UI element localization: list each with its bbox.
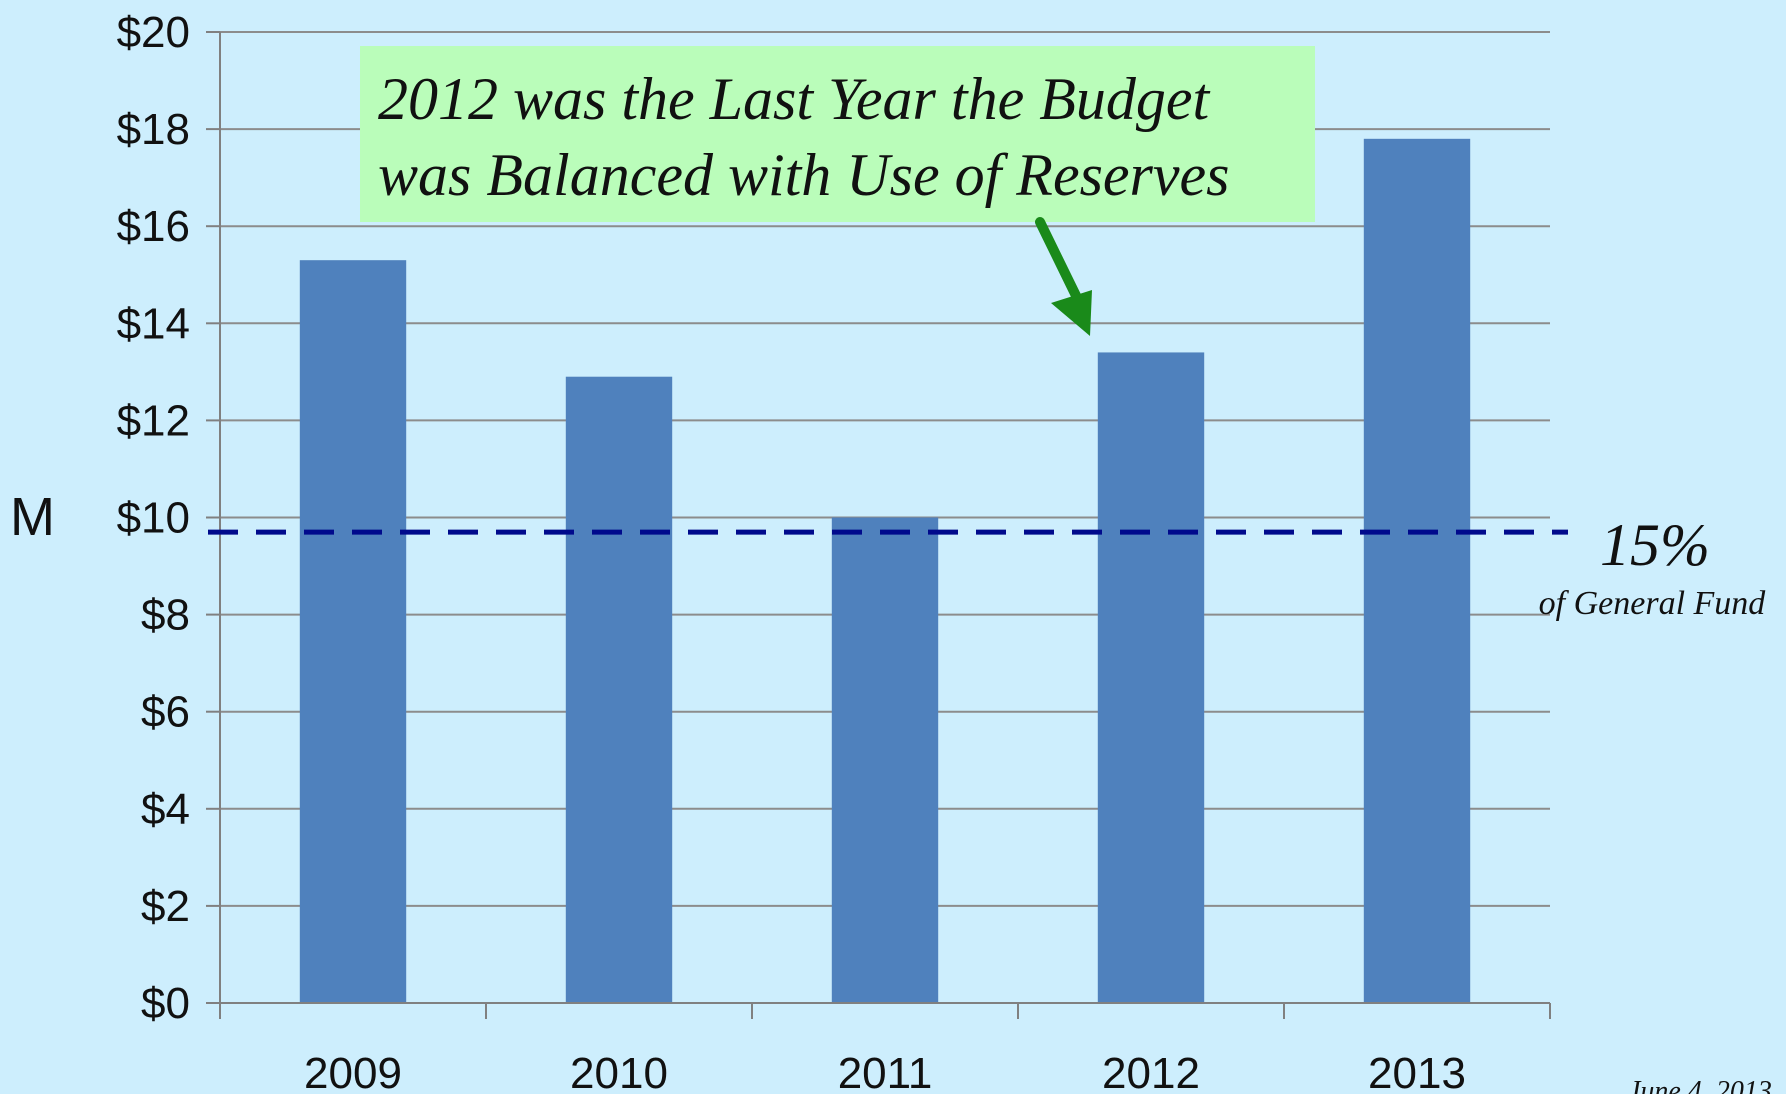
axes	[219, 32, 1550, 1004]
bar-2013	[1363, 138, 1471, 1003]
x-tick-label-2013: 2013	[1368, 1049, 1466, 1094]
annotation-callout: 2012 was the Last Year the Budget was Ba…	[360, 46, 1315, 336]
y-tick-label-10: $10	[117, 494, 190, 543]
arrow-down-icon	[1051, 290, 1092, 336]
reference-line-label: 15%	[1600, 512, 1710, 578]
x-tick-label-2012: 2012	[1102, 1049, 1200, 1094]
bars	[299, 138, 1471, 1004]
annotation-line-2: was Balanced with Use of Reserves	[378, 142, 1230, 208]
y-tick-label-2: $2	[141, 882, 190, 931]
date-note: June 4, 2013	[1628, 1076, 1772, 1094]
y-tick-label-8: $8	[141, 591, 190, 640]
x-tick-label-2009: 2009	[304, 1049, 402, 1094]
y-tick-label-14: $14	[117, 299, 190, 348]
y-tick-labels: $0 $2 $4 $6 $8 $10 $12 $14 $16 $18 $20	[117, 8, 190, 1028]
annotation-arrow-shaft	[1035, 217, 1087, 313]
x-tick-label-2010: 2010	[570, 1049, 668, 1094]
y-axis-label: M	[10, 487, 55, 547]
x-tick-labels: 2009 2010 2011 2012 2013	[304, 1049, 1466, 1094]
y-tick-label-20: $20	[117, 8, 190, 57]
y-tick-label-16: $16	[117, 202, 190, 251]
y-tick-label-12: $12	[117, 396, 190, 445]
y-tick-label-0: $0	[141, 979, 190, 1028]
y-tick-label-18: $18	[117, 105, 190, 154]
y-tick-label-6: $6	[141, 688, 190, 737]
x-tick-label-2011: 2011	[838, 1049, 933, 1094]
bar-2010	[565, 376, 673, 1004]
annotation-line-1: 2012 was the Last Year the Budget	[378, 66, 1210, 132]
reference-line-sublabel: of General Fund	[1539, 585, 1767, 622]
bar-2009	[299, 260, 407, 1003]
bar-2012	[1097, 352, 1205, 1003]
bar-2011	[831, 517, 939, 1003]
y-tick-label-4: $4	[141, 785, 190, 834]
annotation-box	[360, 46, 1315, 222]
